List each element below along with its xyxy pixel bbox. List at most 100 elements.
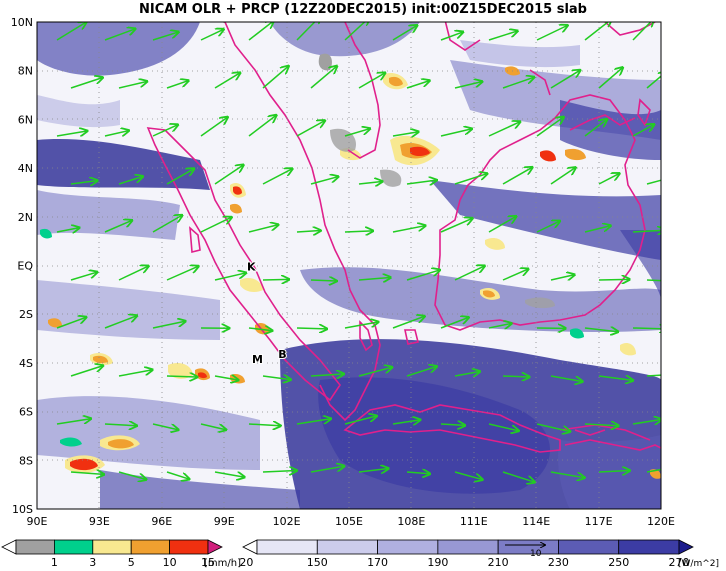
wind-vector — [166, 471, 189, 479]
wind-vector — [584, 328, 618, 332]
wind-vector — [536, 117, 563, 137]
wind-vector — [598, 471, 630, 472]
wind-vector — [632, 230, 661, 232]
wind-vector — [310, 374, 344, 376]
wind-vector — [406, 180, 436, 184]
wind-vector — [536, 26, 567, 41]
precip-legend: 1 3 5 10 15 20 [mm/h] — [1, 539, 253, 569]
olr-colorbar — [242, 539, 694, 555]
wind-vector — [440, 424, 465, 425]
wind-vector — [262, 66, 288, 89]
wind-vector — [296, 121, 325, 137]
wind-vector — [646, 72, 661, 89]
place-label: B — [278, 348, 286, 361]
wind-vector — [214, 471, 244, 477]
colorbar-segment — [207, 539, 223, 555]
colorbar-label: 150 — [307, 556, 328, 569]
wind-vector — [392, 316, 424, 329]
y-tick-label: 4N — [18, 162, 33, 175]
wind-vector — [550, 168, 575, 185]
colorbar-segment — [242, 539, 258, 555]
wind-vector — [152, 423, 178, 430]
wind-vector — [646, 279, 661, 282]
wind-vector — [344, 416, 376, 425]
colorbar-segment — [678, 539, 694, 555]
colorbar-label: 250 — [608, 556, 629, 569]
map-panel: K M B — [37, 22, 661, 509]
wind-vector — [358, 468, 388, 472]
colorbar-label: 190 — [427, 556, 448, 569]
wind-vector — [632, 125, 654, 137]
x-tick-label: 99E — [214, 515, 235, 528]
wind-vector — [536, 423, 570, 432]
y-tick-label: 10N — [11, 16, 33, 29]
wind-vector — [152, 32, 178, 41]
map-frame — [36, 21, 662, 510]
wind-vector — [440, 218, 472, 233]
wind-vector — [488, 423, 518, 431]
y-tick-label: 8N — [18, 65, 33, 78]
wind-vector — [502, 269, 528, 281]
wind-vector — [56, 317, 86, 329]
wind-vector — [70, 181, 97, 184]
wind-vector — [344, 129, 370, 137]
wind-vector — [118, 471, 146, 479]
wind-vector — [598, 279, 629, 280]
wind-vector — [56, 419, 91, 425]
colorbar-segment — [130, 539, 170, 555]
wind-vector — [152, 125, 178, 137]
wind-vector — [214, 165, 243, 185]
wind-vector — [200, 217, 231, 233]
wind-vector — [454, 174, 487, 185]
wind-vector — [118, 177, 143, 185]
x-tick-label: 93E — [89, 515, 110, 528]
wind-vector — [454, 82, 482, 89]
wind-vector — [152, 321, 185, 329]
y-tick-label: 4S — [19, 357, 33, 370]
y-tick-label: 8S — [19, 454, 33, 467]
colorbar-segment — [256, 539, 318, 555]
wind-vector — [200, 423, 226, 430]
reference-vector-label: 10 — [530, 549, 542, 559]
x-tick-label: 117E — [585, 515, 613, 528]
x-tick-label: 120E — [647, 515, 675, 528]
colorbar-segment — [437, 539, 499, 555]
colorbar-label: 170 — [367, 556, 388, 569]
x-tick-label: 96E — [151, 515, 172, 528]
place-label: K — [247, 260, 256, 273]
wind-vector — [406, 270, 439, 281]
wind-vector — [344, 322, 378, 329]
wind-vector — [248, 424, 280, 426]
wind-vector — [262, 471, 296, 472]
wind-vector — [118, 81, 147, 89]
x-tick-label: 102E — [273, 515, 301, 528]
wind-vector — [344, 22, 369, 41]
olr-legend: 150170190210230250270290 10 [W/m^2] — [242, 539, 719, 569]
wind-vector — [310, 66, 337, 89]
wind-vector — [392, 132, 418, 136]
colorbar-label: 15 — [201, 556, 215, 569]
wind-vector — [296, 231, 320, 232]
wind-vector — [646, 468, 661, 473]
wind-vector — [632, 328, 661, 329]
wind-vector — [502, 376, 529, 377]
colorbar-segment — [54, 539, 94, 555]
place-labels: K M B — [246, 259, 288, 367]
x-tick-label: 111E — [460, 515, 488, 528]
wind-vector — [118, 266, 148, 281]
wind-vector — [166, 376, 197, 377]
x-tick-label: 90E — [27, 515, 48, 528]
wind-vector — [440, 318, 468, 329]
wind-vector — [358, 181, 382, 184]
colorbar-segment — [1, 539, 17, 555]
wind-vector — [632, 419, 661, 424]
precip-legend-labels: 1 3 5 10 15 20 — [51, 556, 253, 569]
y-tick-label: 6N — [18, 113, 33, 126]
wind-vector — [70, 78, 102, 89]
wind-vector — [214, 273, 246, 281]
place-label: M — [252, 353, 263, 366]
wind-vector — [310, 280, 336, 281]
wind-vector — [358, 277, 390, 280]
wind-vector — [104, 424, 136, 426]
y-tick-label: 6S — [19, 406, 33, 419]
